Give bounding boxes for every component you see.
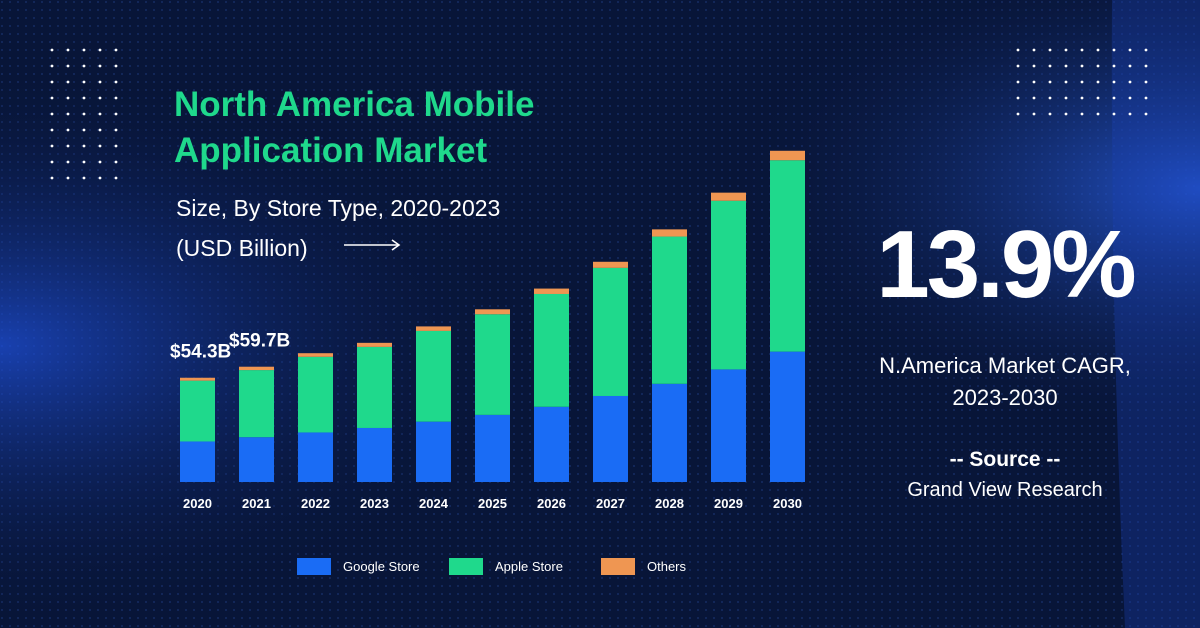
page-title: North America Mobile Application Market (174, 82, 534, 174)
bar-google-store-2025 (475, 414, 510, 482)
cagr-label-line-1: N.America Market CAGR, (879, 353, 1131, 378)
x-tick-label-2024: 2024 (419, 496, 449, 511)
bar-google-store-2026 (534, 406, 569, 482)
x-tick-label-2021: 2021 (242, 496, 271, 511)
bar-others-2029 (711, 192, 746, 201)
bar-google-store-2030 (770, 351, 805, 482)
bar-apple-store-2029 (711, 200, 746, 370)
bar-google-store-2022 (298, 432, 333, 482)
legend-label-apple-store: Apple Store (495, 559, 563, 574)
bar-others-2023 (357, 342, 392, 347)
bar-apple-store-2022 (298, 356, 333, 433)
x-tick-label-2023: 2023 (360, 496, 389, 511)
bar-google-store-2028 (652, 383, 687, 482)
x-tick-label-2026: 2026 (537, 496, 566, 511)
x-tick-label-2020: 2020 (183, 496, 212, 511)
bar-apple-store-2030 (770, 160, 805, 352)
bar-apple-store-2026 (534, 293, 569, 407)
bar-google-store-2021 (239, 437, 274, 482)
bar-others-2020 (180, 377, 215, 381)
data-label-2020: $54.3B (170, 342, 231, 363)
bar-others-2021 (239, 366, 274, 371)
source-heading: -- Source -- (949, 448, 1061, 471)
x-tick-label-2022: 2022 (301, 496, 330, 511)
bar-apple-store-2023 (357, 346, 392, 428)
legend-label-google-store: Google Store (343, 559, 420, 574)
bar-others-2025 (475, 309, 510, 315)
bar-apple-store-2028 (652, 236, 687, 384)
x-tick-label-2030: 2030 (773, 496, 802, 511)
bar-apple-store-2027 (593, 267, 628, 396)
bar-others-2028 (652, 229, 687, 237)
x-tick-label-2025: 2025 (478, 496, 507, 511)
bar-apple-store-2021 (239, 370, 274, 438)
bar-google-store-2029 (711, 369, 746, 482)
cagr-label: N.America Market CAGR, 2023-2030 (850, 350, 1160, 414)
x-tick-label-2027: 2027 (596, 496, 625, 511)
chart-subtitle: Size, By Store Type, 2020-2023 (USD Bill… (176, 188, 500, 268)
bar-others-2022 (298, 353, 333, 357)
cagr-value: 13.9% (876, 211, 1136, 318)
data-label-2021: $59.7B (229, 331, 290, 352)
bar-others-2024 (416, 326, 451, 331)
dot-grid-right (1016, 48, 1148, 116)
legend-swatch-others (601, 558, 635, 575)
x-tick-label-2029: 2029 (714, 496, 743, 511)
bar-apple-store-2025 (475, 314, 510, 415)
bar-others-2026 (534, 288, 569, 294)
bar-google-store-2020 (180, 441, 215, 482)
bar-others-2030 (770, 150, 805, 161)
bar-apple-store-2024 (416, 330, 451, 422)
cagr-label-line-2: 2023-2030 (952, 385, 1058, 410)
bar-apple-store-2020 (180, 380, 215, 442)
source-name: Grand View Research (907, 479, 1103, 501)
bar-google-store-2024 (416, 421, 451, 482)
subtitle-line-2: (USD Billion) (176, 235, 308, 261)
bar-others-2027 (593, 261, 628, 268)
bar-google-store-2027 (593, 395, 628, 482)
title-line-1: North America Mobile (174, 85, 535, 124)
legend-swatch-google-store (297, 558, 331, 575)
subtitle-line-1: Size, By Store Type, 2020-2023 (176, 195, 501, 221)
title-line-2: Application Market (174, 131, 488, 170)
arrow-right-icon (344, 239, 401, 251)
legend-label-others: Others (647, 559, 687, 574)
dot-grid-left (50, 48, 118, 180)
bar-google-store-2023 (357, 427, 392, 482)
legend-swatch-apple-store (449, 558, 483, 575)
x-tick-label-2028: 2028 (655, 496, 684, 511)
